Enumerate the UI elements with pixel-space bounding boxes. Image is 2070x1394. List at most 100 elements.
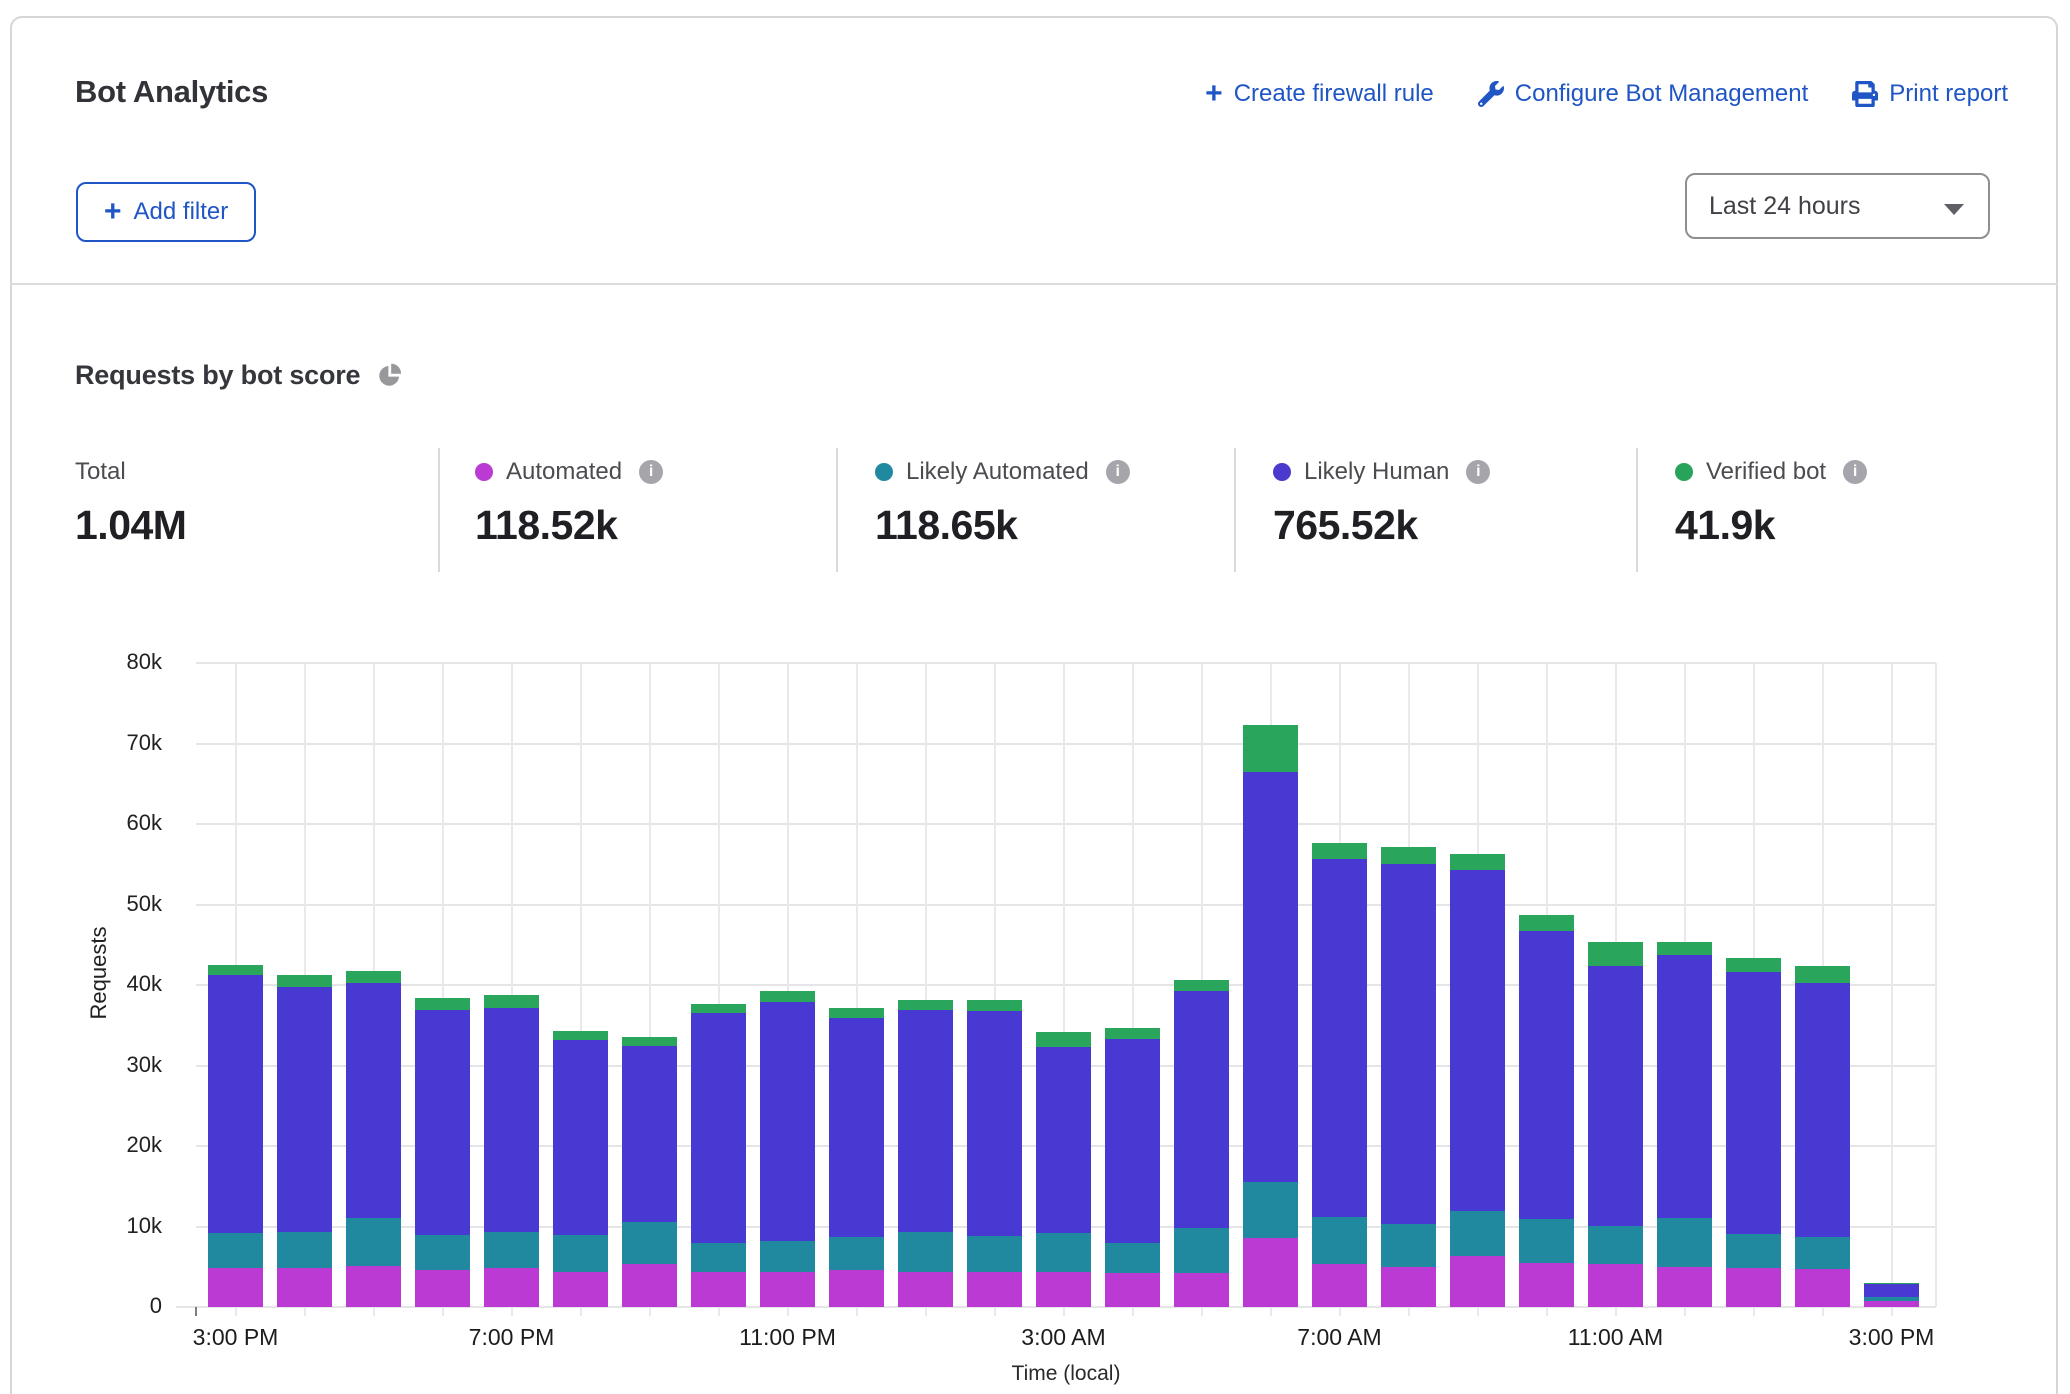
bar-segment-likely-automated[interactable] <box>829 1237 884 1270</box>
bar-segment-automated[interactable] <box>1174 1273 1229 1307</box>
add-filter-button[interactable]: + Add filter <box>76 182 256 242</box>
bar-segment-verified-bot[interactable] <box>346 971 401 983</box>
bar-segment-automated[interactable] <box>1864 1301 1919 1307</box>
print-report-link[interactable]: Print report <box>1852 80 2008 108</box>
bar-segment-likely-human[interactable] <box>415 1010 470 1235</box>
bar-segment-likely-human[interactable] <box>277 987 332 1233</box>
create-firewall-rule-link[interactable]: + Create firewall rule <box>1205 80 1434 108</box>
bar-segment-likely-automated[interactable] <box>1243 1182 1298 1238</box>
bar-segment-verified-bot[interactable] <box>1174 980 1229 990</box>
bar-segment-automated[interactable] <box>208 1268 263 1307</box>
bar-segment-verified-bot[interactable] <box>208 965 263 975</box>
bar-segment-likely-human[interactable] <box>1588 966 1643 1225</box>
bar-segment-likely-human[interactable] <box>1105 1039 1160 1243</box>
bar-segment-likely-automated[interactable] <box>1657 1218 1712 1266</box>
info-icon[interactable]: i <box>639 460 663 484</box>
bar-segment-verified-bot[interactable] <box>1519 915 1574 931</box>
info-icon[interactable]: i <box>1843 460 1867 484</box>
bar-segment-likely-automated[interactable] <box>1381 1224 1436 1267</box>
info-icon[interactable]: i <box>1106 460 1130 484</box>
bar-segment-automated[interactable] <box>553 1272 608 1307</box>
time-range-select[interactable]: Last 24 hours <box>1685 173 1990 239</box>
bar-segment-likely-automated[interactable] <box>346 1218 401 1265</box>
bar-segment-automated[interactable] <box>1450 1256 1505 1307</box>
bar-segment-likely-human[interactable] <box>484 1008 539 1233</box>
bar-segment-likely-human[interactable] <box>691 1013 746 1243</box>
bar-segment-automated[interactable] <box>829 1270 884 1307</box>
bar-segment-verified-bot[interactable] <box>1726 958 1781 972</box>
bar-segment-likely-automated[interactable] <box>1864 1297 1919 1301</box>
bar-segment-likely-automated[interactable] <box>208 1233 263 1268</box>
bar-segment-verified-bot[interactable] <box>691 1004 746 1014</box>
bar-segment-automated[interactable] <box>415 1270 470 1307</box>
bar-segment-verified-bot[interactable] <box>829 1008 884 1018</box>
bar-segment-automated[interactable] <box>1519 1263 1574 1307</box>
configure-bot-management-link[interactable]: Configure Bot Management <box>1478 80 1809 108</box>
bar-segment-likely-human[interactable] <box>1519 931 1574 1219</box>
bar-segment-verified-bot[interactable] <box>553 1031 608 1040</box>
bar-segment-verified-bot[interactable] <box>1312 843 1367 859</box>
bar-segment-likely-automated[interactable] <box>1174 1228 1229 1273</box>
bar-segment-likely-human[interactable] <box>553 1040 608 1235</box>
bar-segment-automated[interactable] <box>1795 1269 1850 1307</box>
bar-segment-automated[interactable] <box>967 1272 1022 1307</box>
bar-segment-automated[interactable] <box>1726 1268 1781 1307</box>
bar-segment-likely-automated[interactable] <box>1450 1211 1505 1256</box>
bar-segment-likely-human[interactable] <box>1243 772 1298 1183</box>
bar-segment-verified-bot[interactable] <box>1105 1028 1160 1039</box>
bar-segment-verified-bot[interactable] <box>1864 1283 1919 1284</box>
bar-segment-likely-human[interactable] <box>967 1011 1022 1236</box>
bar-segment-automated[interactable] <box>346 1266 401 1307</box>
bar-segment-likely-automated[interactable] <box>1726 1234 1781 1268</box>
bar-segment-automated[interactable] <box>898 1272 953 1307</box>
bar-segment-automated[interactable] <box>760 1272 815 1307</box>
bar-segment-likely-human[interactable] <box>760 1002 815 1241</box>
bar-segment-likely-automated[interactable] <box>277 1232 332 1267</box>
bar-segment-automated[interactable] <box>1312 1264 1367 1307</box>
bar-segment-likely-human[interactable] <box>1864 1284 1919 1298</box>
info-icon[interactable]: i <box>1466 460 1490 484</box>
bar-segment-likely-automated[interactable] <box>415 1235 470 1270</box>
bar-segment-likely-automated[interactable] <box>898 1232 953 1271</box>
bar-segment-likely-human[interactable] <box>1450 870 1505 1211</box>
bar-segment-automated[interactable] <box>691 1272 746 1307</box>
bar-segment-automated[interactable] <box>484 1268 539 1307</box>
bar-segment-likely-human[interactable] <box>1312 859 1367 1216</box>
bar-segment-likely-automated[interactable] <box>484 1232 539 1267</box>
bar-segment-likely-automated[interactable] <box>1312 1217 1367 1264</box>
bar-segment-likely-automated[interactable] <box>622 1222 677 1264</box>
bar-segment-verified-bot[interactable] <box>622 1037 677 1046</box>
bar-segment-likely-automated[interactable] <box>691 1243 746 1272</box>
bar-segment-verified-bot[interactable] <box>1036 1032 1091 1047</box>
bar-segment-automated[interactable] <box>1036 1272 1091 1307</box>
bar-segment-automated[interactable] <box>1588 1264 1643 1307</box>
bar-segment-verified-bot[interactable] <box>1381 847 1436 864</box>
bar-segment-verified-bot[interactable] <box>277 975 332 986</box>
bar-segment-verified-bot[interactable] <box>1588 942 1643 966</box>
bar-segment-likely-automated[interactable] <box>553 1235 608 1272</box>
bar-segment-likely-automated[interactable] <box>1036 1233 1091 1272</box>
bar-segment-likely-automated[interactable] <box>1519 1219 1574 1262</box>
bar-segment-automated[interactable] <box>1105 1273 1160 1307</box>
bar-segment-likely-human[interactable] <box>1726 972 1781 1234</box>
bar-segment-likely-human[interactable] <box>208 975 263 1233</box>
bar-segment-verified-bot[interactable] <box>760 991 815 1001</box>
bar-segment-likely-human[interactable] <box>898 1010 953 1232</box>
bar-segment-verified-bot[interactable] <box>1657 942 1712 956</box>
bar-segment-automated[interactable] <box>277 1268 332 1307</box>
bar-segment-likely-human[interactable] <box>1657 955 1712 1218</box>
bar-segment-likely-human[interactable] <box>829 1018 884 1237</box>
bar-segment-verified-bot[interactable] <box>898 1000 953 1010</box>
bar-segment-verified-bot[interactable] <box>415 998 470 1010</box>
bar-segment-likely-automated[interactable] <box>760 1241 815 1272</box>
bar-segment-likely-human[interactable] <box>1174 991 1229 1228</box>
bar-segment-automated[interactable] <box>1381 1267 1436 1307</box>
bar-segment-likely-automated[interactable] <box>1105 1243 1160 1273</box>
bar-segment-verified-bot[interactable] <box>967 1000 1022 1010</box>
bar-segment-verified-bot[interactable] <box>1450 854 1505 870</box>
bar-segment-likely-automated[interactable] <box>1588 1226 1643 1265</box>
bar-segment-likely-automated[interactable] <box>1795 1237 1850 1269</box>
bar-segment-likely-human[interactable] <box>1036 1047 1091 1233</box>
bar-segment-likely-automated[interactable] <box>967 1236 1022 1272</box>
bar-segment-likely-human[interactable] <box>622 1046 677 1221</box>
